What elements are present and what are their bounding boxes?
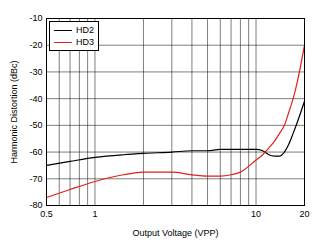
svg-text:1: 1: [92, 209, 97, 219]
svg-text:-70: -70: [29, 174, 42, 184]
html-text:HD2: HD2: [76, 25, 94, 35]
svg-text:-10: -10: [29, 13, 42, 23]
svg-text:20: 20: [299, 209, 309, 219]
svg-text:Output Voltage (VPP): Output Voltage (VPP): [132, 228, 218, 238]
html-text:HD3: HD3: [76, 37, 94, 47]
svg-text:10: 10: [251, 209, 261, 219]
svg-text:-30: -30: [29, 67, 42, 77]
svg-text:Harmonic Distortion (dBc): Harmonic Distortion (dBc): [9, 60, 19, 163]
svg-text:-20: -20: [29, 40, 42, 50]
svg-text:-80: -80: [29, 200, 43, 211]
svg-text:-40: -40: [29, 94, 42, 104]
svg-text:-60: -60: [29, 147, 42, 157]
svg-text:0.5: 0.5: [40, 209, 53, 219]
svg-text:-50: -50: [29, 120, 42, 130]
